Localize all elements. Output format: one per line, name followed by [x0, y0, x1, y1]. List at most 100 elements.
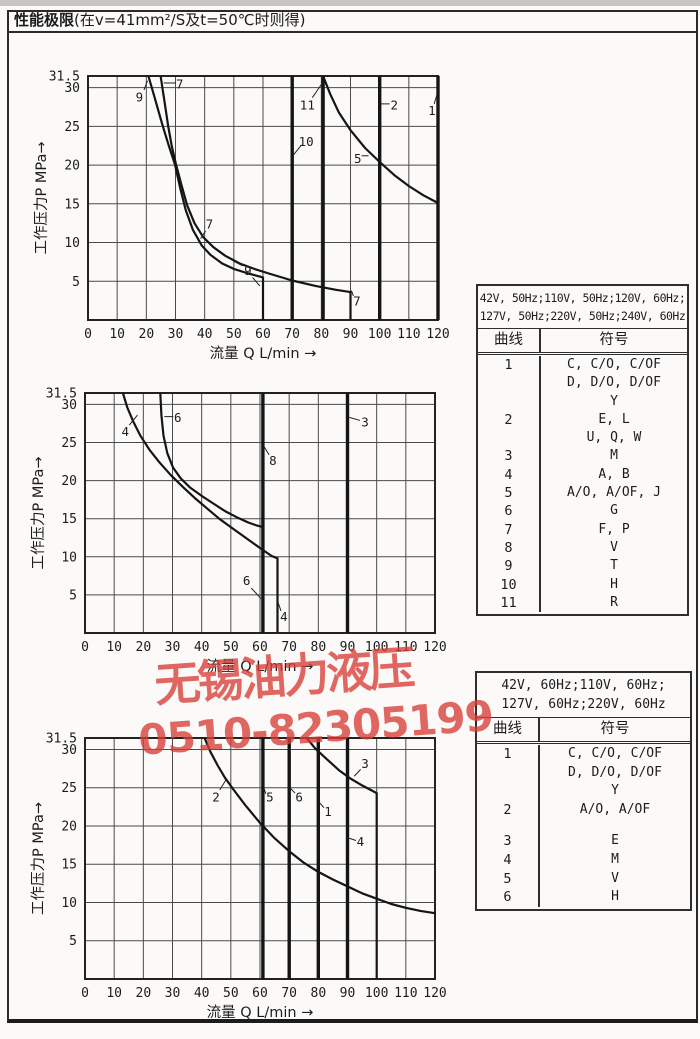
curve-label: 2 [390, 97, 398, 112]
page-border [7, 10, 698, 1023]
curve-number-cell: 5 [503, 870, 512, 887]
table-row: 2 E, L U, Q, W [478, 410, 687, 448]
x-tick-label: 120 [423, 640, 446, 655]
x-tick-label: 10 [106, 986, 122, 1001]
curve-number-cell: 9 [504, 558, 513, 575]
x-tick-label: 0 [84, 327, 92, 342]
curve-label: 3 [361, 756, 369, 771]
y-tick-label: 30 [64, 81, 80, 96]
symbol-line: V [610, 539, 618, 555]
curve-4 [121, 392, 279, 633]
curve-7 [159, 75, 352, 320]
curve-label: 3 [361, 415, 369, 430]
symbol-line: Y [610, 393, 618, 409]
symbol-cell: T [539, 557, 687, 576]
symbol-line: U, Q, W [586, 430, 642, 446]
x-tick-label: 80 [311, 640, 327, 655]
curve-label: 7 [353, 293, 361, 308]
table-row: 10 H [478, 575, 687, 594]
symbol-line: H [610, 576, 618, 592]
curve-label: 4 [357, 834, 365, 849]
curve-labels: 4 6 8 3 6 4 [121, 410, 368, 624]
symbol-line: Y [611, 783, 619, 799]
table-row: 2 A/O, A/OF [477, 800, 690, 820]
curve-number-cell: 3 [503, 833, 512, 850]
curve-labels: 9 7 11 10 2 1 5 7 9 7 [136, 77, 438, 308]
y-axis-title: 工作压力P MPa→ [30, 802, 47, 915]
column-headers: 曲线 符号 [477, 718, 690, 744]
table-body: 1 C, C/O, C/OF D, D/O, D/OF Y 2 A/O, A/OF 3 E 4 M… [477, 744, 690, 909]
curve-column-header: 曲线 [493, 721, 522, 737]
page-title: 性能极限(在v=41mm²/S及t=50℃时则得) [14, 11, 306, 29]
curve-number-cell: 1 [504, 357, 513, 373]
symbol-cell: H [539, 575, 687, 594]
curve-label: 5 [354, 151, 362, 166]
column-headers: 曲线 符号 [478, 329, 687, 355]
curve-label: 4 [280, 609, 288, 624]
voltage-line: 42V, 60Hz;110V, 60Hz; [501, 678, 666, 693]
curve-number-cell: 7 [504, 521, 513, 538]
curve-number-cell: 11 [500, 594, 517, 611]
symbol-line: E, L [598, 411, 630, 427]
symbol-line: M [611, 851, 619, 867]
curve-number-cell: 8 [504, 539, 513, 556]
curve-number-cell: 2 [504, 411, 513, 428]
symbol-cell: E, L U, Q, W [539, 410, 687, 448]
y-tick-label: 20 [64, 159, 80, 174]
symbol-cell: A/O, A/OF, J [539, 484, 687, 503]
symbol-line: T [610, 558, 618, 574]
curve-column-header: 曲线 [494, 332, 523, 348]
curve-5 [322, 75, 439, 204]
table-row: 1 C, C/O, C/OF D, D/O, D/OF Y [478, 356, 687, 411]
x-tick-label: 30 [165, 986, 181, 1001]
title-bar: 性能极限(在v=41mm²/S及t=50℃时则得) [7, 10, 698, 33]
symbol-cell: E [538, 832, 690, 851]
curve-labels: 2 5 6 1 4 3 [212, 756, 369, 849]
table-row [477, 819, 690, 833]
x-tick-label: 80 [314, 327, 330, 342]
curve-number-cell: 6 [503, 889, 512, 906]
curve-number-cell [477, 819, 538, 832]
x-tick-label: 100 [365, 640, 388, 655]
curve-label: 11 [300, 97, 315, 112]
plot-frame [84, 392, 436, 634]
curve-label: 9 [136, 90, 144, 105]
x-tick-label: 40 [194, 986, 210, 1001]
x-tick-label: 60 [255, 327, 271, 342]
x-tick-label: 50 [223, 640, 239, 655]
grid [85, 738, 435, 979]
symbol-line: C, C/O, C/OF [568, 746, 662, 761]
y-tick-label: 20 [61, 474, 77, 489]
x-tick-label: 30 [168, 327, 184, 342]
y-tick-label: 10 [61, 550, 77, 565]
symbol-cell: V [538, 869, 690, 889]
y-tick-label: 25 [61, 436, 77, 451]
x-tick-label: 50 [223, 986, 239, 1001]
x-ticks: 0 10 20 30 40 50 60 70 80 90 100 110 120 [84, 327, 450, 342]
symbol-cell: A, B [539, 465, 687, 485]
curve-label: 7 [206, 217, 214, 232]
symbol-cell: F, P [539, 520, 687, 539]
symbol-line: A/O, A/OF [579, 801, 651, 817]
x-tick-label: 90 [340, 640, 356, 655]
x-tick-label: 30 [165, 640, 181, 655]
symbol-cell: H [538, 888, 690, 907]
curve-label: 5 [266, 790, 274, 805]
y-tick-label: 25 [61, 781, 77, 796]
y-tick-label: 30 [61, 743, 77, 758]
curve-2 [203, 737, 436, 915]
symbol-line: H [611, 889, 619, 905]
y-axis-title: 工作压力P MPa→ [30, 457, 47, 570]
curve-number-cell: 4 [504, 466, 513, 483]
curve-label: 6 [243, 573, 251, 588]
